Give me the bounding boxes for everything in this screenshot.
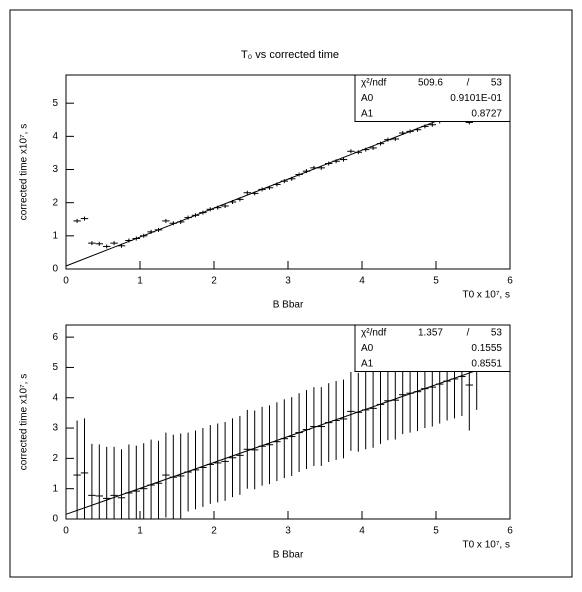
y-tick-label: 6 <box>52 332 58 343</box>
x-tick-label: 2 <box>211 276 217 287</box>
stats-label: A1 <box>361 108 374 119</box>
y-tick-label: 5 <box>52 98 58 109</box>
x-axis-unit: T0 x 10⁷, s <box>462 540 510 551</box>
stats-label: χ²/ndf <box>361 77 386 88</box>
x-tick-label: 0 <box>63 276 69 287</box>
y-tick-label: 5 <box>52 362 58 373</box>
y-axis-label: corrected time x10⁷, s <box>19 374 30 470</box>
x-tick-label: 1 <box>137 276 143 287</box>
stats-label: χ²/ndf <box>361 327 386 338</box>
stats-value: 1.357 <box>418 327 443 338</box>
chart-title: T₀ vs corrected time <box>241 49 339 61</box>
stats-value: 509.6 <box>418 77 443 88</box>
x-tick-label: 6 <box>507 276 513 287</box>
stats-label: A0 <box>361 93 374 104</box>
stats-separator: / <box>467 327 470 338</box>
stats-label: A1 <box>361 358 374 369</box>
x-tick-label: 4 <box>359 526 365 537</box>
y-tick-label: 3 <box>52 423 58 434</box>
stats-ndf: 53 <box>491 77 503 88</box>
x-axis-unit: T0 x 10⁷, s <box>462 290 510 301</box>
x-tick-label: 4 <box>359 276 365 287</box>
x-tick-label: 2 <box>211 526 217 537</box>
x-axis-label: B Bbar <box>273 300 304 311</box>
fit-line <box>65 358 511 515</box>
y-axis-label: corrected time x10⁷, s <box>19 124 30 220</box>
stats-value: 0.1555 <box>471 343 502 354</box>
stats-ndf: 53 <box>491 327 503 338</box>
y-tick-label: 2 <box>52 197 58 208</box>
y-tick-label: 1 <box>52 230 58 241</box>
x-tick-label: 1 <box>137 526 143 537</box>
y-tick-label: 4 <box>52 131 58 142</box>
y-tick-label: 0 <box>52 514 58 525</box>
y-tick-label: 4 <box>52 392 58 403</box>
y-tick-label: 2 <box>52 453 58 464</box>
stats-value: 0.9101E-01 <box>450 93 502 104</box>
y-tick-label: 1 <box>52 483 58 494</box>
y-tick-label: 0 <box>52 264 58 275</box>
y-tick-label: 3 <box>52 164 58 175</box>
x-tick-label: 3 <box>285 526 291 537</box>
stats-value: 0.8551 <box>471 358 502 369</box>
frame <box>9 9 573 578</box>
x-tick-label: 5 <box>433 276 439 287</box>
x-tick-label: 3 <box>285 276 291 287</box>
x-tick-label: 6 <box>507 526 513 537</box>
stats-box <box>354 74 511 122</box>
x-axis-label: B Bbar <box>273 550 304 561</box>
stats-label: A0 <box>361 343 374 354</box>
x-tick-label: 0 <box>63 526 69 537</box>
stats-box <box>354 324 511 372</box>
stats-value: 0.8727 <box>471 108 502 119</box>
x-tick-label: 5 <box>433 526 439 537</box>
stats-separator: / <box>467 77 470 88</box>
